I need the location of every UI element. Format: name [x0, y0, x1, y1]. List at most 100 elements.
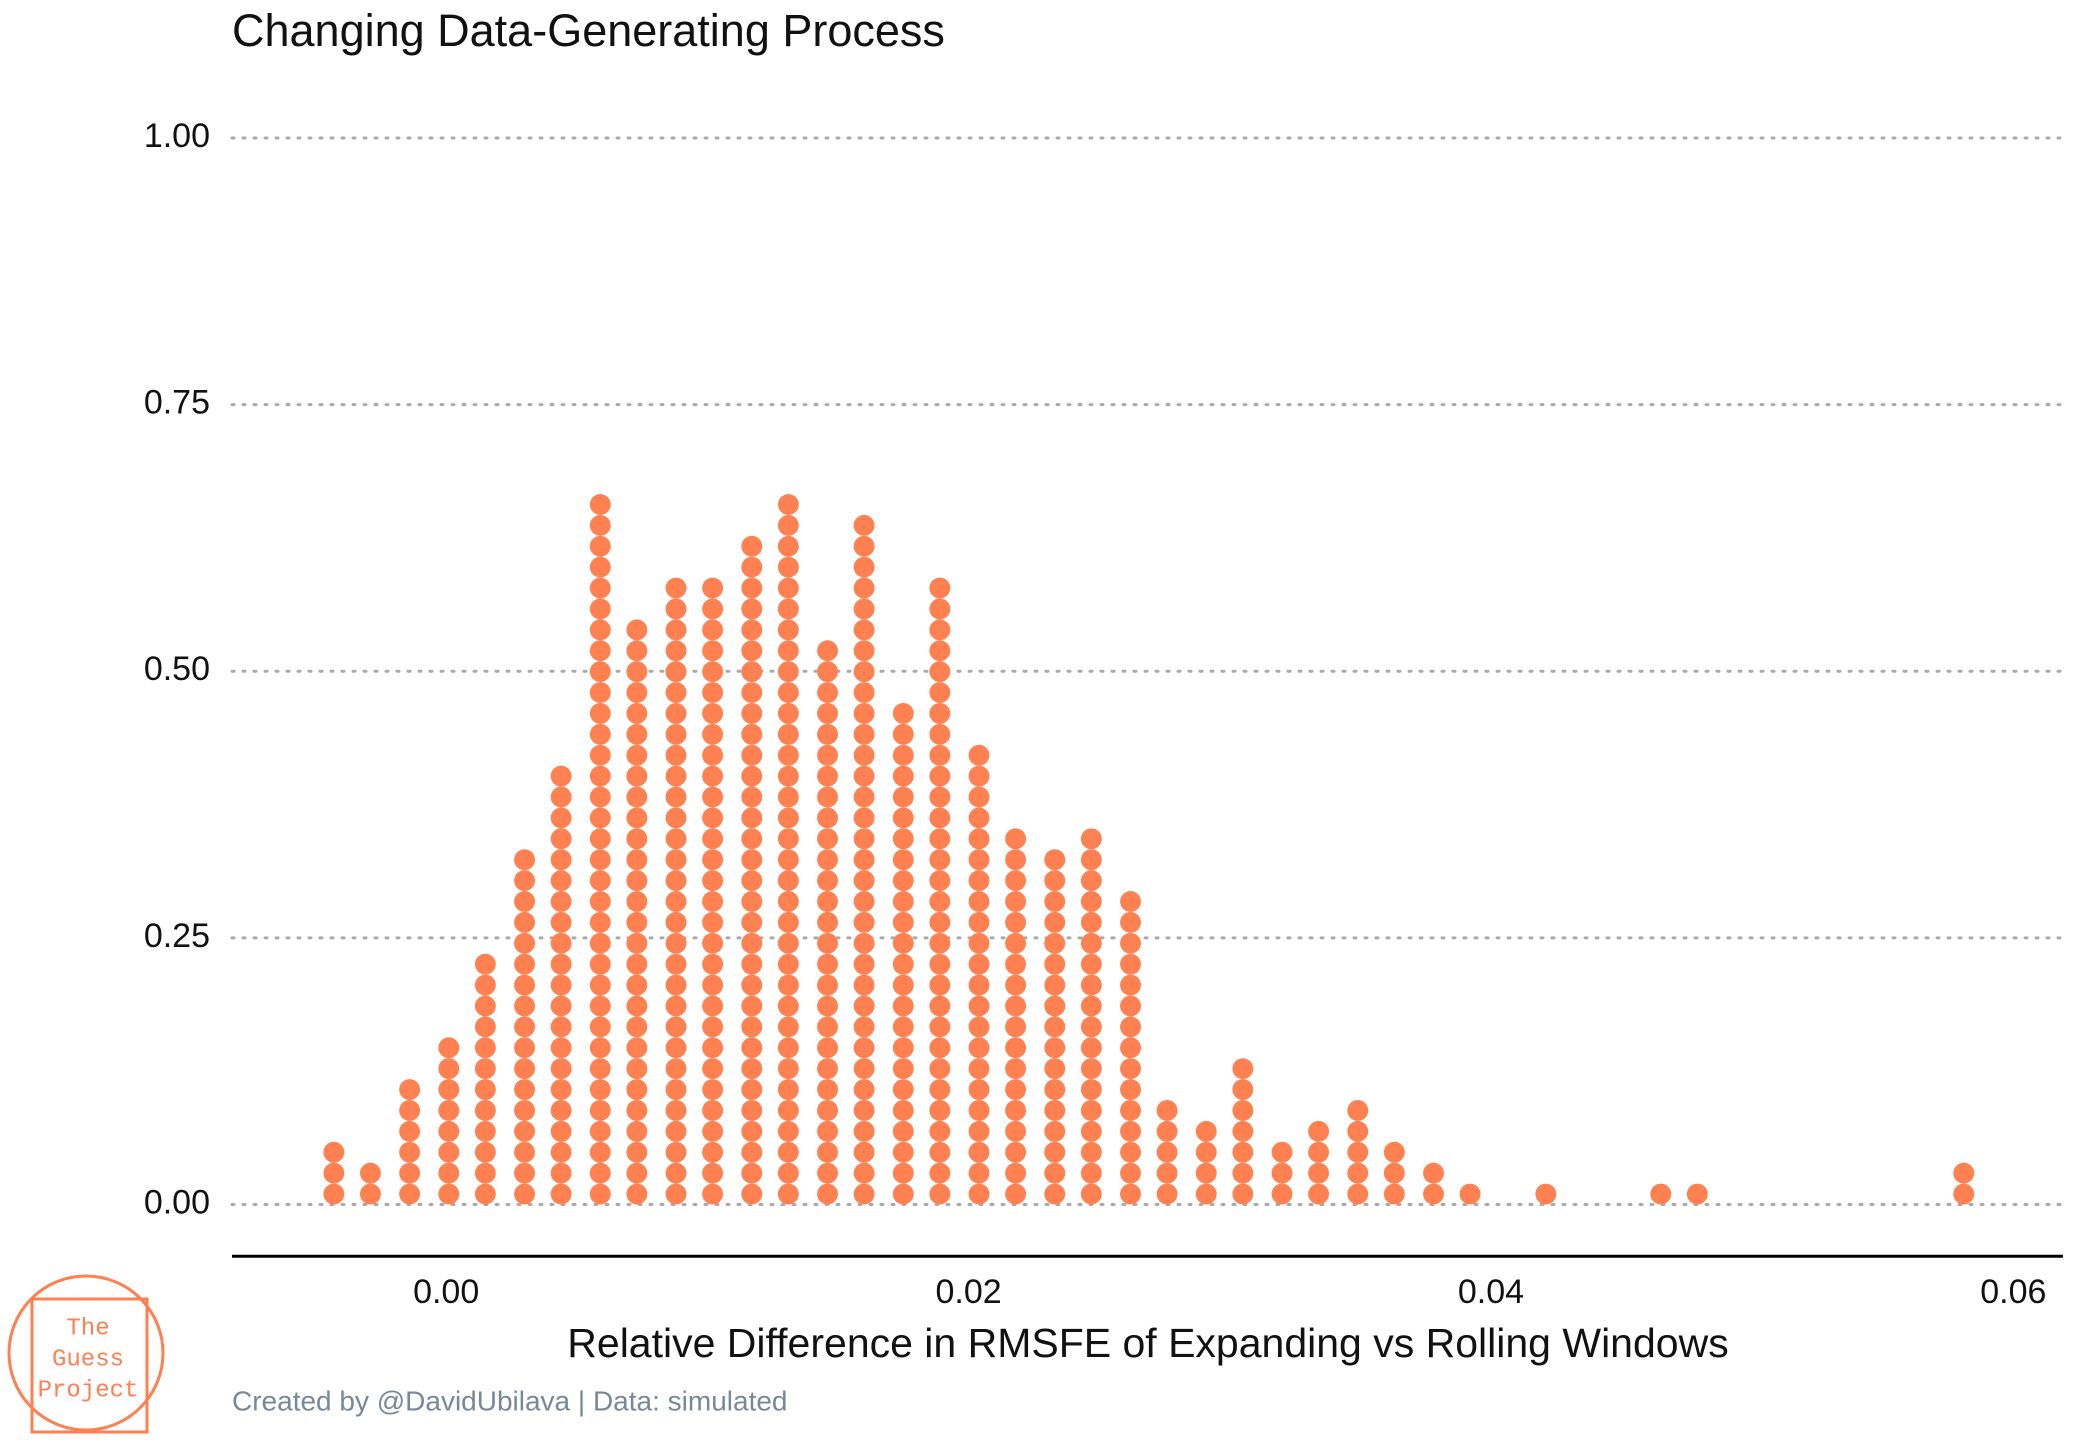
- dot: [1156, 1162, 1178, 1184]
- dot: [702, 640, 724, 662]
- dot: [626, 744, 648, 766]
- dot: [589, 1120, 611, 1142]
- dot: [853, 1099, 875, 1121]
- dot: [589, 786, 611, 808]
- dot: [626, 1037, 648, 1059]
- dot: [702, 911, 724, 933]
- dot: [853, 974, 875, 996]
- dot: [929, 661, 951, 683]
- dot: [929, 723, 951, 745]
- dot: [1195, 1183, 1217, 1205]
- dot: [741, 1183, 763, 1205]
- dot: [1383, 1162, 1405, 1184]
- dot: [474, 1162, 496, 1184]
- dot: [892, 870, 914, 892]
- dot: [892, 1120, 914, 1142]
- dot: [550, 786, 572, 808]
- dot: [777, 807, 799, 829]
- dot: [1347, 1120, 1369, 1142]
- dot: [929, 744, 951, 766]
- dot: [550, 807, 572, 829]
- dot: [589, 911, 611, 933]
- y-tick-label: 0.50: [144, 650, 210, 688]
- dot: [817, 932, 838, 954]
- dot: [741, 1120, 763, 1142]
- dot: [1044, 1162, 1066, 1184]
- dot: [514, 932, 535, 954]
- dot: [550, 953, 572, 975]
- dot: [741, 807, 763, 829]
- dot: [777, 870, 799, 892]
- dot: [1044, 849, 1066, 871]
- dot: [777, 1120, 799, 1142]
- dot: [1005, 849, 1027, 871]
- dot: [1271, 1183, 1293, 1205]
- dot: [550, 974, 572, 996]
- dot: [892, 849, 914, 871]
- dot: [929, 640, 951, 662]
- dot: [626, 870, 648, 892]
- dot: [817, 911, 838, 933]
- dot: [665, 1162, 687, 1184]
- dot: [853, 995, 875, 1017]
- dot: [474, 953, 496, 975]
- dot: [1120, 1120, 1141, 1142]
- dot: [1156, 1141, 1178, 1163]
- dot: [1120, 1162, 1141, 1184]
- dot: [626, 995, 648, 1017]
- dot: [929, 702, 951, 724]
- dot: [702, 974, 724, 996]
- y-tick-label: 1.00: [144, 117, 210, 155]
- dot: [929, 619, 951, 641]
- dot: [1005, 891, 1027, 912]
- dot: [817, 1037, 838, 1059]
- dot: [892, 995, 914, 1017]
- dot: [1044, 1120, 1066, 1142]
- dot: [817, 1120, 838, 1142]
- dot: [626, 1016, 648, 1038]
- dot: [1044, 932, 1066, 954]
- dot: [1044, 1141, 1066, 1163]
- dot: [589, 1141, 611, 1163]
- dot: [550, 1183, 572, 1205]
- logo-text: Project: [38, 1377, 139, 1404]
- dot: [1005, 995, 1027, 1017]
- dot: [968, 1141, 990, 1163]
- dot: [589, 828, 611, 850]
- dot: [853, 891, 875, 912]
- dot: [817, 744, 838, 766]
- dot: [777, 1141, 799, 1163]
- dot: [892, 1079, 914, 1100]
- dot: [741, 1058, 763, 1080]
- dot: [626, 1079, 648, 1100]
- dot: [929, 891, 951, 912]
- dot: [665, 1183, 687, 1205]
- dot: [777, 911, 799, 933]
- dot: [1156, 1120, 1178, 1142]
- dot: [514, 891, 535, 912]
- dot: [777, 744, 799, 766]
- dot: [589, 1016, 611, 1038]
- dot: [438, 1079, 460, 1100]
- dot: [702, 765, 724, 787]
- dot: [702, 1099, 724, 1121]
- dot: [1080, 849, 1102, 871]
- dot: [817, 640, 838, 662]
- dot: [777, 974, 799, 996]
- dot: [626, 1183, 648, 1205]
- dot: [474, 1058, 496, 1080]
- dot: [665, 598, 687, 620]
- y-tick-label: 0.00: [144, 1183, 210, 1221]
- dot: [817, 953, 838, 975]
- dot: [1120, 1058, 1141, 1080]
- dot: [929, 870, 951, 892]
- dot: [589, 1162, 611, 1184]
- dot: [1120, 911, 1141, 933]
- dot: [1347, 1141, 1369, 1163]
- dot: [589, 494, 611, 515]
- dot: [929, 1016, 951, 1038]
- dot: [399, 1099, 421, 1121]
- dot: [853, 744, 875, 766]
- dot: [550, 891, 572, 912]
- dot: [1044, 891, 1066, 912]
